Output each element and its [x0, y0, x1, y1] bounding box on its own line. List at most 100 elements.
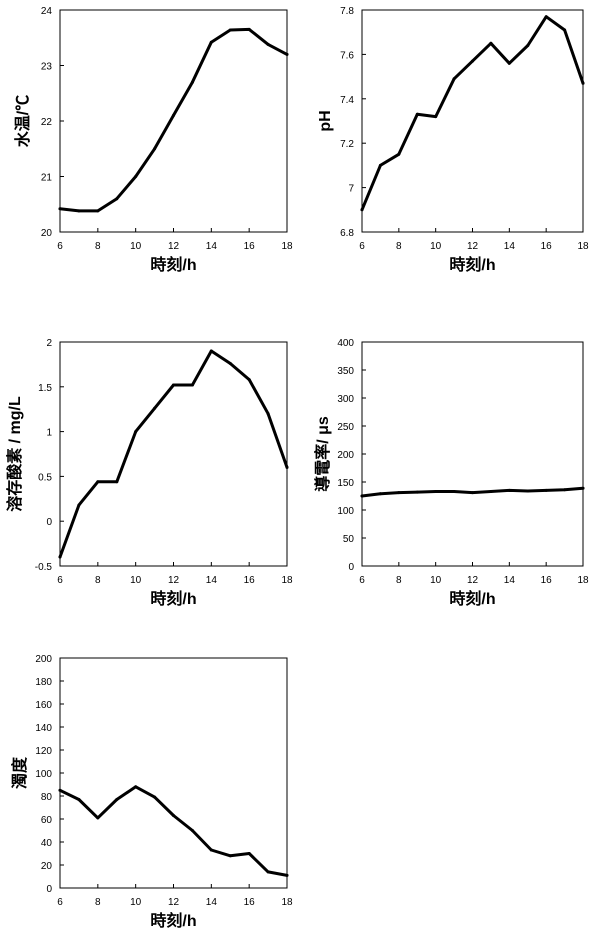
x-tick-label: 12	[168, 241, 180, 252]
data-point	[544, 15, 548, 19]
x-tick-label: 14	[206, 897, 218, 908]
y-tick-label: 100	[337, 506, 354, 517]
data-point	[544, 488, 548, 492]
data-point	[153, 147, 157, 151]
x-tick-label: 12	[467, 575, 479, 586]
y-tick-label: 20	[41, 228, 53, 239]
x-axis-title: 時刻/h	[449, 589, 495, 608]
series-line	[360, 15, 585, 212]
data-point	[115, 480, 119, 484]
x-tick-label: 16	[541, 575, 553, 586]
plot-frame	[361, 341, 584, 567]
data-point	[172, 383, 175, 387]
data-point	[228, 362, 232, 365]
y-tick-label: 0	[348, 562, 354, 573]
x-tick-label: 10	[430, 575, 442, 586]
data-point	[190, 829, 194, 832]
x-tick-label: 12	[168, 575, 180, 586]
data-point	[507, 61, 511, 65]
y-tick-label: 6.8	[340, 228, 354, 239]
y-tick-label: 7.2	[340, 139, 354, 150]
x-axis-title: 時刻/h	[150, 911, 196, 930]
y-tick-label: 0.5	[38, 472, 52, 483]
y-tick-label: 200	[337, 450, 354, 461]
x-tick-label: 14	[206, 241, 218, 252]
data-point	[378, 163, 382, 167]
data-point	[190, 80, 194, 84]
data-point	[247, 378, 251, 382]
x-tick-label: 6	[57, 897, 63, 908]
y-axis-title: 溶存酸素 / mg/L	[5, 396, 24, 512]
data-point	[489, 41, 493, 45]
y-tick-label: 50	[343, 534, 355, 545]
y-tick-label: 1	[46, 428, 52, 439]
y-tick-label: 140	[35, 723, 52, 734]
x-tick-label: 16	[244, 575, 256, 586]
data-point	[96, 816, 100, 820]
x-tick-label: 8	[396, 575, 402, 586]
y-tick-label: 7	[348, 184, 354, 195]
x-tick-label: 8	[95, 897, 101, 908]
chart-panel: 6 8 10 12 14 16 18020406080100120140160180200時…	[10, 654, 293, 930]
data-point	[266, 42, 270, 46]
plot-frame	[59, 341, 288, 567]
data-point	[247, 27, 251, 31]
data-point	[153, 406, 157, 410]
y-tick-label: 22	[41, 117, 53, 128]
x-tick-label: 8	[95, 575, 101, 586]
y-tick-label: 180	[35, 677, 52, 688]
data-point	[452, 490, 456, 493]
data-point	[266, 412, 270, 416]
x-tick-label: 10	[130, 575, 142, 586]
plot-frame	[59, 9, 288, 233]
data-point	[58, 555, 62, 559]
x-tick-label: 14	[206, 575, 218, 586]
data-point	[153, 795, 157, 799]
data-point	[563, 28, 567, 32]
data-point	[581, 486, 585, 490]
x-tick-label: 14	[504, 575, 516, 586]
data-point	[134, 430, 138, 434]
x-tick-label: 6	[57, 575, 63, 586]
x-tick-label: 16	[244, 241, 256, 252]
data-point	[415, 112, 419, 116]
data-point	[77, 798, 81, 801]
x-tick-label: 10	[130, 241, 142, 252]
y-tick-label: 400	[337, 338, 354, 349]
data-point	[77, 503, 81, 507]
data-point	[96, 480, 100, 484]
data-point	[266, 870, 270, 874]
x-tick-label: 8	[95, 241, 101, 252]
y-tick-label: 7.6	[340, 50, 354, 61]
y-tick-label: 2	[46, 338, 52, 349]
data-point	[247, 852, 251, 855]
data-point	[134, 785, 138, 789]
data-point	[209, 848, 213, 852]
chart-panel: 6 8 10 12 14 16 18 0 50 100 150 200 250 300 350 400 時刻/h…	[313, 338, 589, 608]
data-point	[134, 175, 138, 178]
y-tick-label: 250	[337, 422, 354, 433]
x-tick-label: 14	[504, 241, 516, 252]
y-tick-label: 40	[41, 838, 53, 849]
x-tick-label: 6	[359, 241, 365, 252]
data-point	[415, 490, 419, 494]
plot-frame	[361, 9, 584, 233]
series-line	[58, 785, 289, 877]
data-point	[452, 77, 456, 81]
data-point	[471, 59, 474, 63]
data-point	[563, 488, 567, 492]
x-tick-label: 18	[577, 575, 589, 586]
data-point	[172, 113, 175, 117]
x-tick-label: 12	[467, 241, 479, 252]
data-point	[285, 52, 289, 56]
chart-panel: 6 8 10 12 14 16 18 6.8 7 7.2 7.4 7.6 7.8 時刻/h pH	[317, 6, 589, 274]
y-tick-label: 350	[337, 366, 354, 377]
x-tick-label: 10	[130, 897, 142, 908]
data-point	[115, 197, 119, 201]
data-point	[209, 40, 213, 44]
data-point	[360, 494, 364, 498]
x-tick-label: 18	[281, 897, 293, 908]
y-tick-label: 160	[35, 700, 52, 711]
